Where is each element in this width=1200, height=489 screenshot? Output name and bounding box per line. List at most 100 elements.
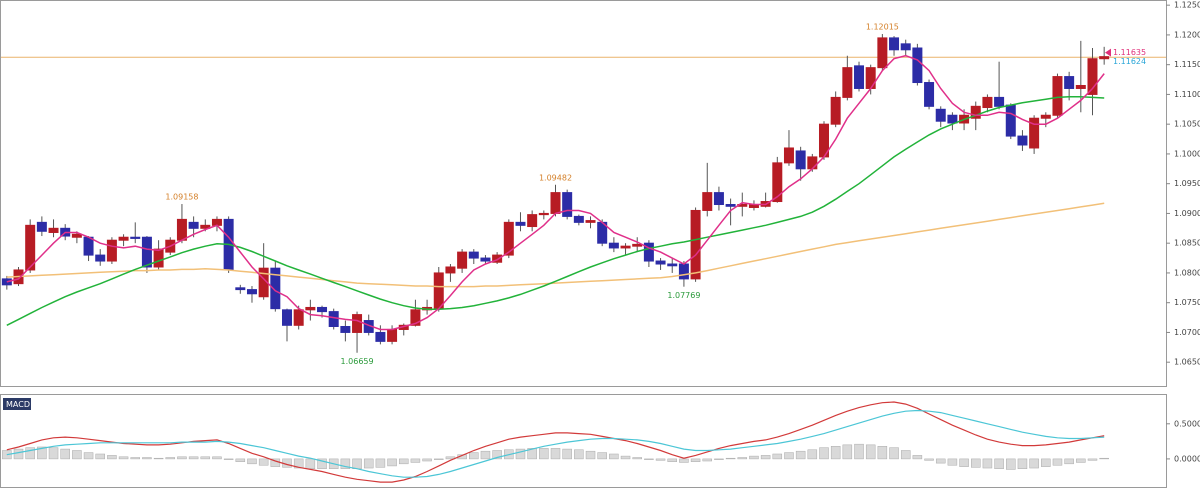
histogram-bar [854, 443, 864, 460]
candle-body [690, 209, 701, 280]
histogram-bar [1087, 458, 1098, 461]
candle-body [573, 215, 584, 223]
histogram-bar [177, 456, 187, 460]
histogram-bar [340, 458, 351, 469]
histogram-bar [725, 457, 736, 460]
y-tick-label: 1.10000 [1174, 149, 1200, 158]
histogram-bar [293, 458, 304, 469]
candle-body [200, 224, 211, 229]
candle-body [912, 47, 923, 84]
candle-body [1052, 76, 1063, 116]
candle-body [375, 331, 386, 342]
candle-body [48, 227, 59, 233]
histogram-bar [784, 452, 794, 460]
candle-body [445, 266, 456, 274]
candle-body [830, 96, 841, 125]
candle-body [643, 242, 654, 262]
price-arrow [1105, 48, 1111, 57]
candle-body [83, 236, 94, 256]
histogram-bar [667, 458, 677, 462]
histogram-bar [982, 458, 993, 469]
candle-body [1005, 104, 1016, 137]
histogram-bar [527, 448, 537, 460]
y-tick-label: 1.11500 [1174, 60, 1200, 69]
candle-body [387, 328, 398, 342]
candle-body [130, 236, 141, 239]
candle-body [141, 236, 152, 268]
histogram-bar [398, 458, 409, 465]
histogram-bar [714, 458, 724, 460]
histogram-bar [574, 449, 584, 460]
y-tick-label: 1.12500 [1174, 1, 1200, 10]
candle-body [924, 82, 935, 107]
candle-body [889, 37, 900, 51]
candle-body [433, 272, 444, 310]
histogram-bar [609, 453, 619, 460]
candle-body [854, 65, 865, 89]
histogram-bar [947, 458, 958, 466]
candle-body [270, 267, 281, 310]
candle-body [515, 221, 526, 226]
price-label: 1.11624 [1113, 57, 1146, 66]
y-tick-label: 1.09500 [1174, 179, 1200, 188]
histogram-bar [842, 444, 853, 460]
extreme-label: 1.12015 [866, 23, 899, 32]
histogram-bar [562, 448, 572, 460]
histogram-bar [912, 455, 923, 460]
candle-body [1099, 56, 1110, 60]
histogram-bar [959, 458, 969, 467]
histogram-bar [469, 452, 479, 460]
extreme-label: 1.06659 [341, 357, 374, 366]
candle-body [702, 192, 713, 211]
histogram-bar [889, 447, 899, 460]
candle-body [95, 254, 106, 262]
candle-body [538, 212, 549, 216]
histogram-bar [655, 458, 666, 461]
histogram-bar [13, 448, 24, 460]
histogram-bar [1099, 457, 1109, 460]
candle-body [480, 257, 491, 262]
histogram-bar [971, 458, 981, 468]
extreme-label: 1.09158 [165, 193, 198, 202]
histogram-bar [819, 447, 829, 460]
candle-body [795, 150, 806, 170]
histogram-bar [1076, 458, 1086, 463]
candle-body [328, 311, 339, 327]
candle-body [632, 243, 643, 247]
candle-body [1029, 117, 1040, 149]
y-tick-label: 1.08500 [1174, 239, 1200, 248]
candle-body [1040, 114, 1051, 119]
candle-body [1017, 135, 1028, 146]
candle-body [947, 114, 958, 124]
histogram-bar [48, 447, 59, 460]
candle-body [527, 214, 538, 228]
histogram-bar [235, 458, 246, 462]
candle-body [246, 289, 257, 295]
candle-body [188, 221, 199, 229]
histogram-bar [795, 450, 806, 460]
macd-line [6, 409, 1105, 478]
candle-body [503, 221, 514, 256]
candle-body [865, 67, 876, 89]
histogram-bar [702, 458, 713, 462]
candle-body [713, 192, 724, 206]
histogram-bar [772, 453, 783, 460]
histogram-bar [212, 456, 222, 460]
y-tick-label: 1.10500 [1174, 120, 1200, 129]
indicator-name: MACD [6, 400, 30, 409]
histogram-bar [258, 458, 269, 466]
histogram-bar [1006, 458, 1016, 470]
y-tick-label: 0.5000 [1174, 419, 1200, 428]
histogram-bar [597, 452, 607, 460]
histogram-bar [305, 458, 316, 469]
histogram-bar [877, 446, 888, 460]
candle-body [772, 162, 783, 203]
candle-body [211, 218, 222, 226]
moving-average [6, 202, 1105, 288]
candle-body [877, 37, 888, 69]
moving-average [6, 96, 1105, 326]
histogram-bar [830, 446, 841, 460]
histogram-bar [375, 458, 386, 468]
histogram-bar [95, 453, 105, 460]
